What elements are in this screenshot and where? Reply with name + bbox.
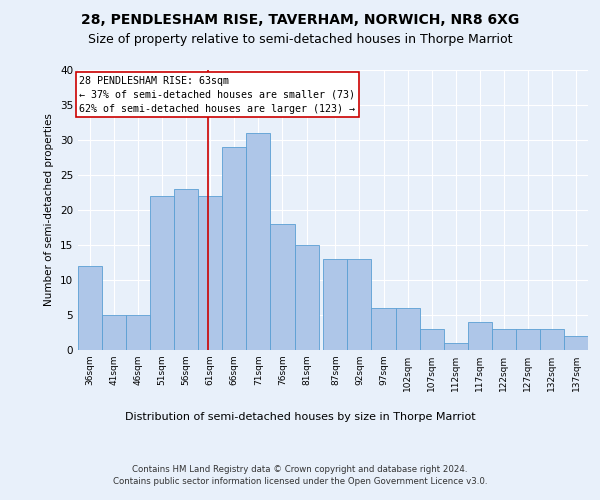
Bar xyxy=(247,133,271,350)
Bar xyxy=(323,259,347,350)
Bar xyxy=(150,196,174,350)
Bar xyxy=(223,147,247,350)
Bar xyxy=(492,329,516,350)
Text: Distribution of semi-detached houses by size in Thorpe Marriot: Distribution of semi-detached houses by … xyxy=(125,412,475,422)
Bar xyxy=(174,189,198,350)
Bar xyxy=(395,308,419,350)
Text: Contains HM Land Registry data © Crown copyright and database right 2024.
Contai: Contains HM Land Registry data © Crown c… xyxy=(113,465,487,486)
Bar xyxy=(78,266,102,350)
Bar xyxy=(468,322,492,350)
Bar xyxy=(371,308,395,350)
Bar xyxy=(347,259,371,350)
Bar xyxy=(271,224,295,350)
Bar xyxy=(564,336,588,350)
Text: 28, PENDLESHAM RISE, TAVERHAM, NORWICH, NR8 6XG: 28, PENDLESHAM RISE, TAVERHAM, NORWICH, … xyxy=(81,12,519,26)
Bar xyxy=(102,315,126,350)
Bar xyxy=(419,329,443,350)
Y-axis label: Number of semi-detached properties: Number of semi-detached properties xyxy=(44,114,55,306)
Bar xyxy=(126,315,150,350)
Bar xyxy=(516,329,540,350)
Text: Size of property relative to semi-detached houses in Thorpe Marriot: Size of property relative to semi-detach… xyxy=(88,32,512,46)
Bar xyxy=(443,343,468,350)
Bar xyxy=(295,245,319,350)
Bar xyxy=(540,329,564,350)
Text: 28 PENDLESHAM RISE: 63sqm
← 37% of semi-detached houses are smaller (73)
62% of : 28 PENDLESHAM RISE: 63sqm ← 37% of semi-… xyxy=(79,76,355,114)
Bar xyxy=(198,196,223,350)
